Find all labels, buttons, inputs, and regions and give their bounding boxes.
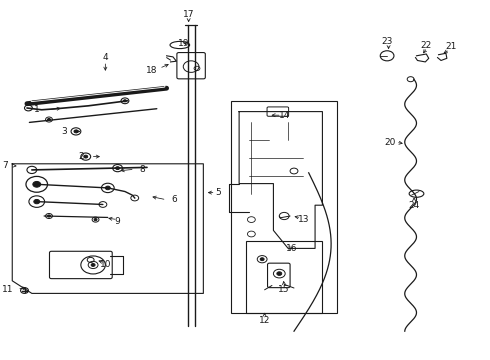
Circle shape [94,219,97,221]
Text: 16: 16 [286,244,297,253]
Text: 17: 17 [183,10,195,19]
Text: 22: 22 [421,40,432,49]
Circle shape [48,118,50,121]
Circle shape [34,199,40,204]
Circle shape [260,258,264,261]
Bar [231,101,337,313]
Text: 11: 11 [1,285,13,294]
Text: 24: 24 [409,201,419,210]
Text: 6: 6 [171,195,177,204]
Circle shape [277,272,282,275]
Circle shape [48,215,50,217]
Text: 5: 5 [215,188,221,197]
Circle shape [116,167,120,170]
Text: 19: 19 [178,39,190,48]
Text: 3: 3 [61,127,67,136]
Circle shape [84,155,88,158]
Text: 13: 13 [298,215,310,224]
Text: 8: 8 [139,165,145,174]
Text: 4: 4 [102,53,108,62]
Text: 20: 20 [384,138,395,147]
Text: 2: 2 [78,152,84,161]
Bar [246,241,322,313]
Text: 21: 21 [445,42,457,51]
Text: 9: 9 [115,217,121,226]
Text: 10: 10 [99,260,111,269]
Text: 14: 14 [278,111,290,120]
Circle shape [123,100,126,102]
Circle shape [33,181,41,187]
Text: 18: 18 [146,66,158,75]
Text: 7: 7 [2,161,8,170]
Text: 23: 23 [381,37,393,46]
Circle shape [105,186,110,190]
Text: 1: 1 [34,105,40,114]
Text: 12: 12 [259,316,270,325]
Circle shape [91,264,95,266]
Circle shape [74,130,78,133]
Text: 15: 15 [278,285,290,294]
